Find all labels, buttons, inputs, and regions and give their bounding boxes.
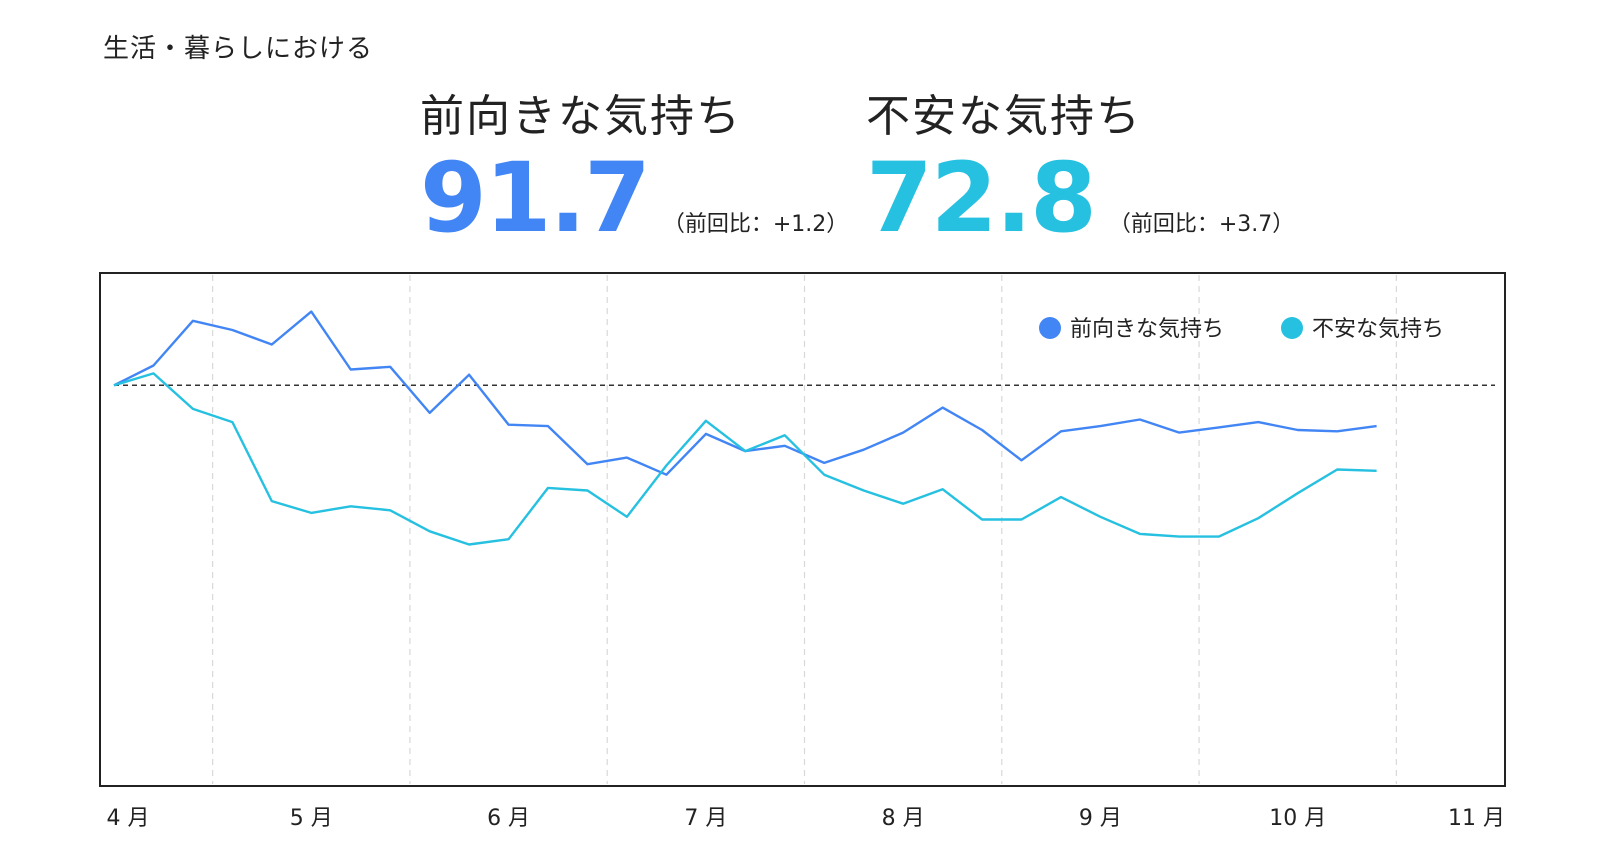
x-tick-label: 5 月 — [290, 806, 333, 831]
category-label: 生活・暮らしにおける — [103, 34, 374, 64]
legend-marker — [1039, 317, 1061, 339]
metric-anxious-compare: （前回比：+3.7） — [1108, 212, 1295, 237]
series-lines — [113, 310, 1377, 546]
x-tick-label: 8 月 — [882, 806, 925, 831]
x-tick-label: 7 月 — [684, 806, 727, 831]
plot-frame — [99, 272, 1506, 787]
metric-positive: 前向きな気持ち 91.7 （前回比：+1.2） — [420, 80, 848, 246]
legend-marker — [1281, 317, 1303, 339]
metric-positive-value: 91.7 — [420, 142, 651, 254]
x-tick-label: 6 月 — [487, 806, 530, 831]
metric-positive-title: 前向きな気持ち — [420, 91, 742, 142]
metric-anxious-title: 不安な気持ち — [866, 91, 1142, 142]
x-tick-label: 10 月 — [1269, 806, 1326, 831]
x-tick-labels: 4 月 5 月 6 月 7 月 8 月 9 月 10 月 11 月 — [107, 806, 1506, 831]
x-tick-label: 9 月 — [1079, 806, 1122, 831]
series-line-2 — [113, 372, 1377, 546]
legend-label: 前向きな気持ち — [1070, 317, 1224, 342]
metric-anxious: 不安な気持ち 72.8 （前回比：+3.7） — [866, 80, 1294, 246]
x-tick-label: 11 月 — [1448, 806, 1505, 831]
metric-positive-compare: （前回比：+1.2） — [662, 212, 849, 237]
metric-anxious-value: 72.8 — [866, 142, 1097, 254]
x-tick-label: 4 月 — [107, 806, 150, 831]
grid-lines — [212, 275, 1397, 784]
legend-label: 不安な気持ち — [1312, 317, 1444, 342]
legend: 前向きな気持ち 不安な気持ち — [1039, 317, 1444, 342]
